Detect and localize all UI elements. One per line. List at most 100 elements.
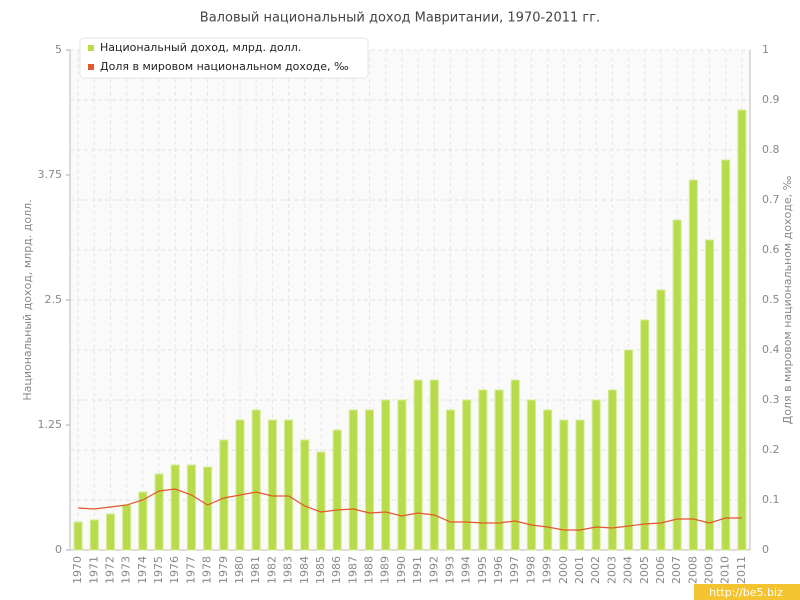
y2-tick-label: 0.9	[762, 93, 780, 106]
x-tick-label: 1993	[443, 556, 456, 584]
x-tick-label: 1976	[168, 556, 181, 584]
bar	[478, 389, 488, 551]
x-tick-label: 1972	[103, 556, 116, 584]
bar	[138, 491, 148, 551]
bar	[559, 419, 569, 551]
x-tick-label: 2011	[735, 556, 748, 584]
legend-swatch	[88, 45, 94, 51]
bar	[624, 349, 634, 551]
bar	[284, 419, 294, 551]
x-tick-label: 1996	[492, 556, 505, 584]
bar	[251, 409, 261, 551]
bar	[203, 466, 213, 551]
x-tick-label: 1983	[282, 556, 295, 584]
x-tick-label: 2000	[557, 556, 570, 584]
bar	[656, 289, 666, 551]
watermark-bg	[694, 584, 800, 600]
y2-tick-label: 1	[762, 43, 769, 56]
y2-tick-label: 0.6	[762, 243, 780, 256]
x-tick-label: 2007	[670, 556, 683, 584]
x-tick-label: 1986	[330, 556, 343, 584]
x-tick-label: 1971	[87, 556, 100, 584]
bar	[462, 399, 472, 551]
x-tick-label: 1997	[508, 556, 521, 584]
x-tick-label: 1979	[217, 556, 230, 584]
bar	[510, 379, 520, 551]
y-tick-label: 5	[55, 43, 62, 56]
x-tick-label: 2009	[703, 556, 716, 584]
x-tick-label: 1977	[184, 556, 197, 584]
bar	[445, 409, 456, 551]
x-tick-label: 1980	[233, 556, 246, 584]
x-tick-label: 2008	[686, 556, 699, 584]
y2-tick-label: 0.8	[762, 143, 780, 156]
line	[78, 488, 742, 531]
x-tick-label: 1990	[395, 556, 408, 584]
bar	[575, 419, 585, 551]
x-tick-label: 1982	[265, 556, 278, 584]
y2-tick-label: 0.3	[762, 393, 780, 406]
y2-tick-label: 0.1	[762, 493, 780, 506]
x-tick-label: 2002	[589, 556, 602, 584]
bar	[122, 504, 132, 551]
bar	[235, 419, 245, 551]
bar	[721, 159, 731, 551]
x-tick-label: 1994	[460, 556, 473, 584]
bar	[397, 399, 407, 551]
x-tick-label: 1981	[249, 556, 262, 584]
x-tick-label: 1974	[136, 556, 149, 584]
bar	[105, 513, 116, 551]
x-tick-label: 1995	[476, 556, 489, 584]
y-tick-label: 2.5	[45, 293, 63, 306]
x-tick-label: 1992	[427, 556, 440, 584]
bar	[186, 464, 196, 551]
bar	[494, 389, 504, 551]
x-tick-label: 1975	[152, 556, 165, 584]
bar	[300, 439, 310, 551]
x-tick-label: 1987	[346, 556, 359, 584]
x-tick-label: 2001	[573, 556, 586, 584]
y2-tick-label: 0.4	[762, 343, 780, 356]
bar	[688, 179, 698, 551]
bar	[154, 473, 164, 551]
bar	[73, 521, 83, 551]
bar	[737, 109, 747, 551]
x-tick-label: 1978	[201, 556, 214, 584]
legend-swatch	[88, 64, 94, 70]
x-tick-label: 1988	[363, 556, 376, 584]
bar	[607, 389, 617, 551]
x-tick-label: 2010	[719, 556, 732, 584]
bar	[316, 451, 326, 551]
bar	[704, 239, 715, 551]
x-tick-label: 2006	[654, 556, 667, 584]
y-tick-label: 3.75	[38, 168, 63, 181]
x-tick-label: 2005	[638, 556, 651, 584]
x-tick-label: 2003	[605, 556, 618, 584]
bar	[640, 319, 650, 551]
legend-label: Национальный доход, млрд. долл.	[100, 41, 301, 54]
y-tick-label: 1.25	[38, 418, 63, 431]
y2-tick-label: 0.2	[762, 443, 780, 456]
bar	[89, 519, 99, 551]
bar	[170, 464, 180, 551]
y2-axis-label: Доля в мировом национальном доходе, ‰	[781, 175, 794, 424]
bar	[364, 409, 375, 551]
x-tick-label: 1984	[298, 556, 311, 584]
legend-box	[79, 37, 369, 79]
bar	[672, 219, 682, 551]
bar	[526, 399, 536, 551]
y-tick-label: 0	[55, 543, 62, 556]
x-tick-label: 2004	[622, 556, 635, 584]
bar	[429, 379, 439, 551]
bar	[332, 429, 342, 551]
y2-tick-label: 0.5	[762, 293, 780, 306]
bar	[267, 419, 277, 551]
bar	[543, 409, 553, 551]
bar	[381, 399, 391, 551]
chart-title: Валовый национальный доход Мавритании, 1…	[200, 11, 600, 26]
bar	[413, 379, 423, 551]
y-axis-label: Национальный доход, млрд. долл.	[21, 199, 34, 400]
x-tick-label: 1998	[524, 556, 537, 584]
y2-tick-label: 0	[762, 543, 769, 556]
